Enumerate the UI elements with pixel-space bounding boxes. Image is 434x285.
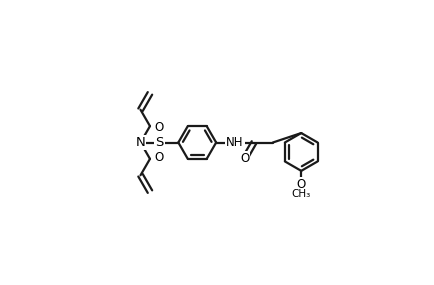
- Text: NH: NH: [226, 136, 244, 149]
- Text: CH₃: CH₃: [292, 190, 311, 199]
- Text: N: N: [136, 136, 145, 149]
- Text: S: S: [155, 136, 164, 149]
- Text: O: O: [155, 151, 164, 164]
- Text: O: O: [155, 121, 164, 134]
- Text: O: O: [296, 178, 306, 191]
- Text: O: O: [240, 152, 249, 165]
